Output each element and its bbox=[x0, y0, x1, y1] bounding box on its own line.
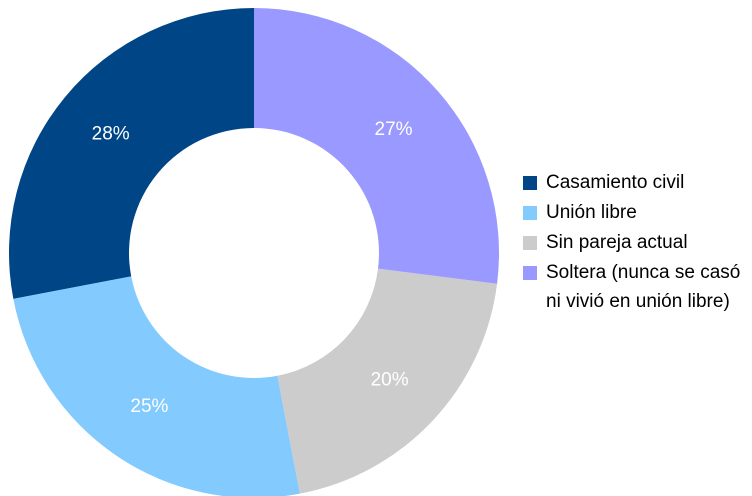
donut-segment bbox=[13, 276, 300, 496]
legend-swatch bbox=[523, 206, 537, 220]
data-label: 25% bbox=[130, 396, 168, 417]
legend-line: Soltera (nunca se casó bbox=[546, 262, 740, 283]
data-label: 28% bbox=[92, 123, 130, 144]
donut-segment bbox=[254, 8, 500, 284]
legend-swatch bbox=[523, 266, 537, 280]
data-label: 20% bbox=[371, 369, 409, 390]
legend-swatch bbox=[523, 236, 537, 250]
legend-label: Soltera (nunca se casó ni vivió en unión … bbox=[546, 262, 740, 312]
donut-segment bbox=[9, 8, 255, 299]
legend-swatch bbox=[523, 176, 537, 190]
legend-label: Unión libre bbox=[546, 202, 637, 223]
legend-label: Casamiento civil bbox=[546, 172, 684, 193]
legend-label: Sin pareja actual bbox=[546, 232, 688, 253]
legend-line: ni vivió en unión libre) bbox=[546, 291, 730, 312]
donut-segment bbox=[277, 268, 498, 494]
data-label: 27% bbox=[375, 119, 413, 140]
